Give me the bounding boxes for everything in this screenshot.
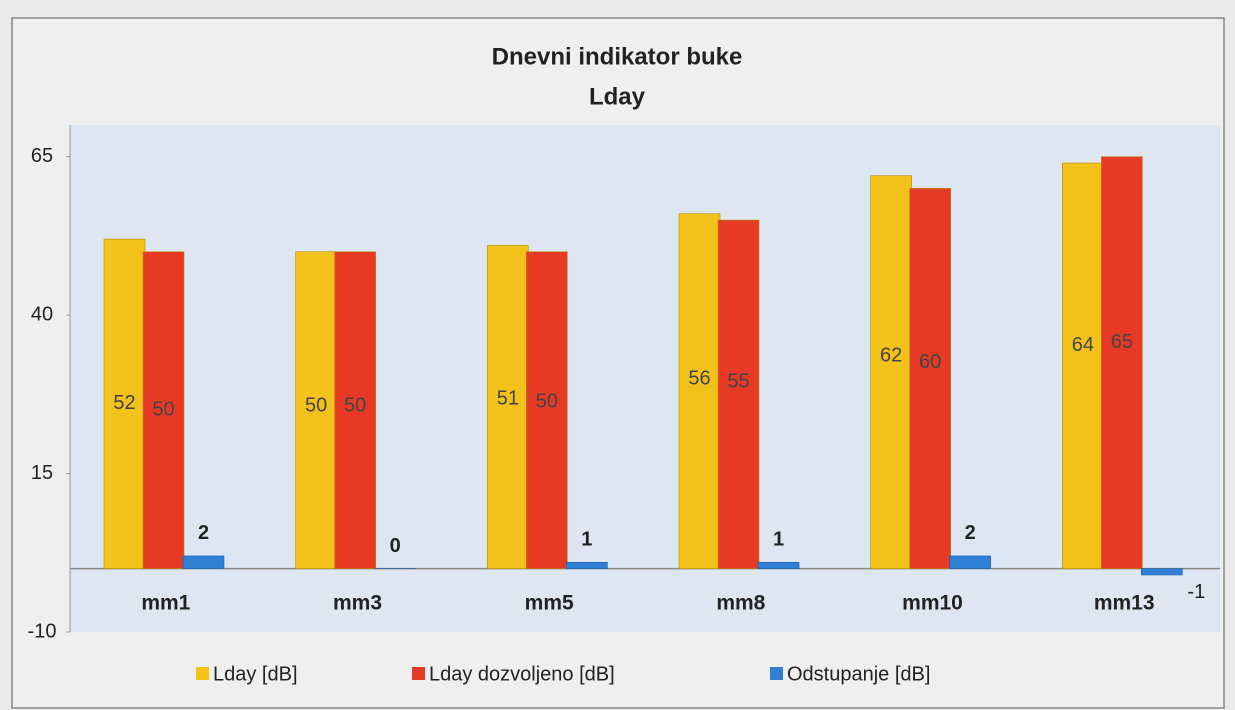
bar [1141, 568, 1183, 576]
plot-area [70, 125, 1220, 632]
data-label: 2 [965, 522, 976, 544]
data-label: 50 [152, 398, 174, 420]
bar [870, 175, 912, 569]
bar [909, 188, 951, 569]
data-label: 1 [581, 529, 592, 551]
data-label: 50 [305, 394, 327, 416]
legend-label: Lday dozvoljeno [dB] [429, 663, 615, 685]
chart-title: Dnevni indikator buke [492, 43, 743, 70]
data-label: 55 [727, 371, 749, 393]
bar [1101, 156, 1143, 569]
data-label: 51 [497, 387, 519, 409]
data-label: 62 [880, 344, 902, 366]
bar [1062, 162, 1104, 569]
data-label: 52 [113, 392, 135, 414]
legend-swatch [196, 667, 209, 680]
y-tick-label: 65 [31, 145, 53, 167]
bar [566, 561, 608, 569]
bar [487, 245, 529, 569]
bar [295, 251, 337, 569]
legend-label: Lday [dB] [213, 663, 298, 685]
bar [949, 555, 991, 569]
x-tick-label: mm1 [141, 592, 190, 615]
x-tick-label: mm10 [902, 592, 963, 615]
data-label: -1 [1187, 581, 1205, 603]
data-label: 65 [1111, 331, 1133, 353]
bar [757, 561, 800, 569]
y-tick-label: -10 [28, 620, 57, 642]
data-label: 2 [198, 522, 209, 544]
data-label: 1 [773, 529, 784, 551]
data-label: 50 [536, 390, 558, 412]
y-tick-label: 15 [31, 462, 53, 484]
data-label: 50 [344, 394, 366, 416]
bar [142, 251, 185, 569]
data-label: 0 [390, 535, 401, 557]
data-label: 64 [1072, 334, 1094, 356]
chart-subtitle: Lday [589, 83, 646, 110]
bar [526, 251, 568, 569]
x-tick-label: mm8 [716, 592, 765, 615]
bar [678, 213, 721, 569]
data-label: 56 [688, 367, 710, 389]
x-tick-label: mm3 [333, 592, 382, 615]
bar [103, 238, 146, 569]
legend-swatch [770, 667, 783, 680]
data-label: 60 [919, 351, 941, 373]
bar [717, 219, 760, 569]
legend-label: Odstupanje [dB] [787, 663, 930, 685]
bar [182, 555, 225, 569]
x-tick-label: mm13 [1094, 592, 1155, 615]
bar [334, 251, 376, 569]
y-tick-label: 40 [31, 303, 53, 325]
x-tick-label: mm5 [525, 592, 574, 615]
legend-swatch [412, 667, 425, 680]
